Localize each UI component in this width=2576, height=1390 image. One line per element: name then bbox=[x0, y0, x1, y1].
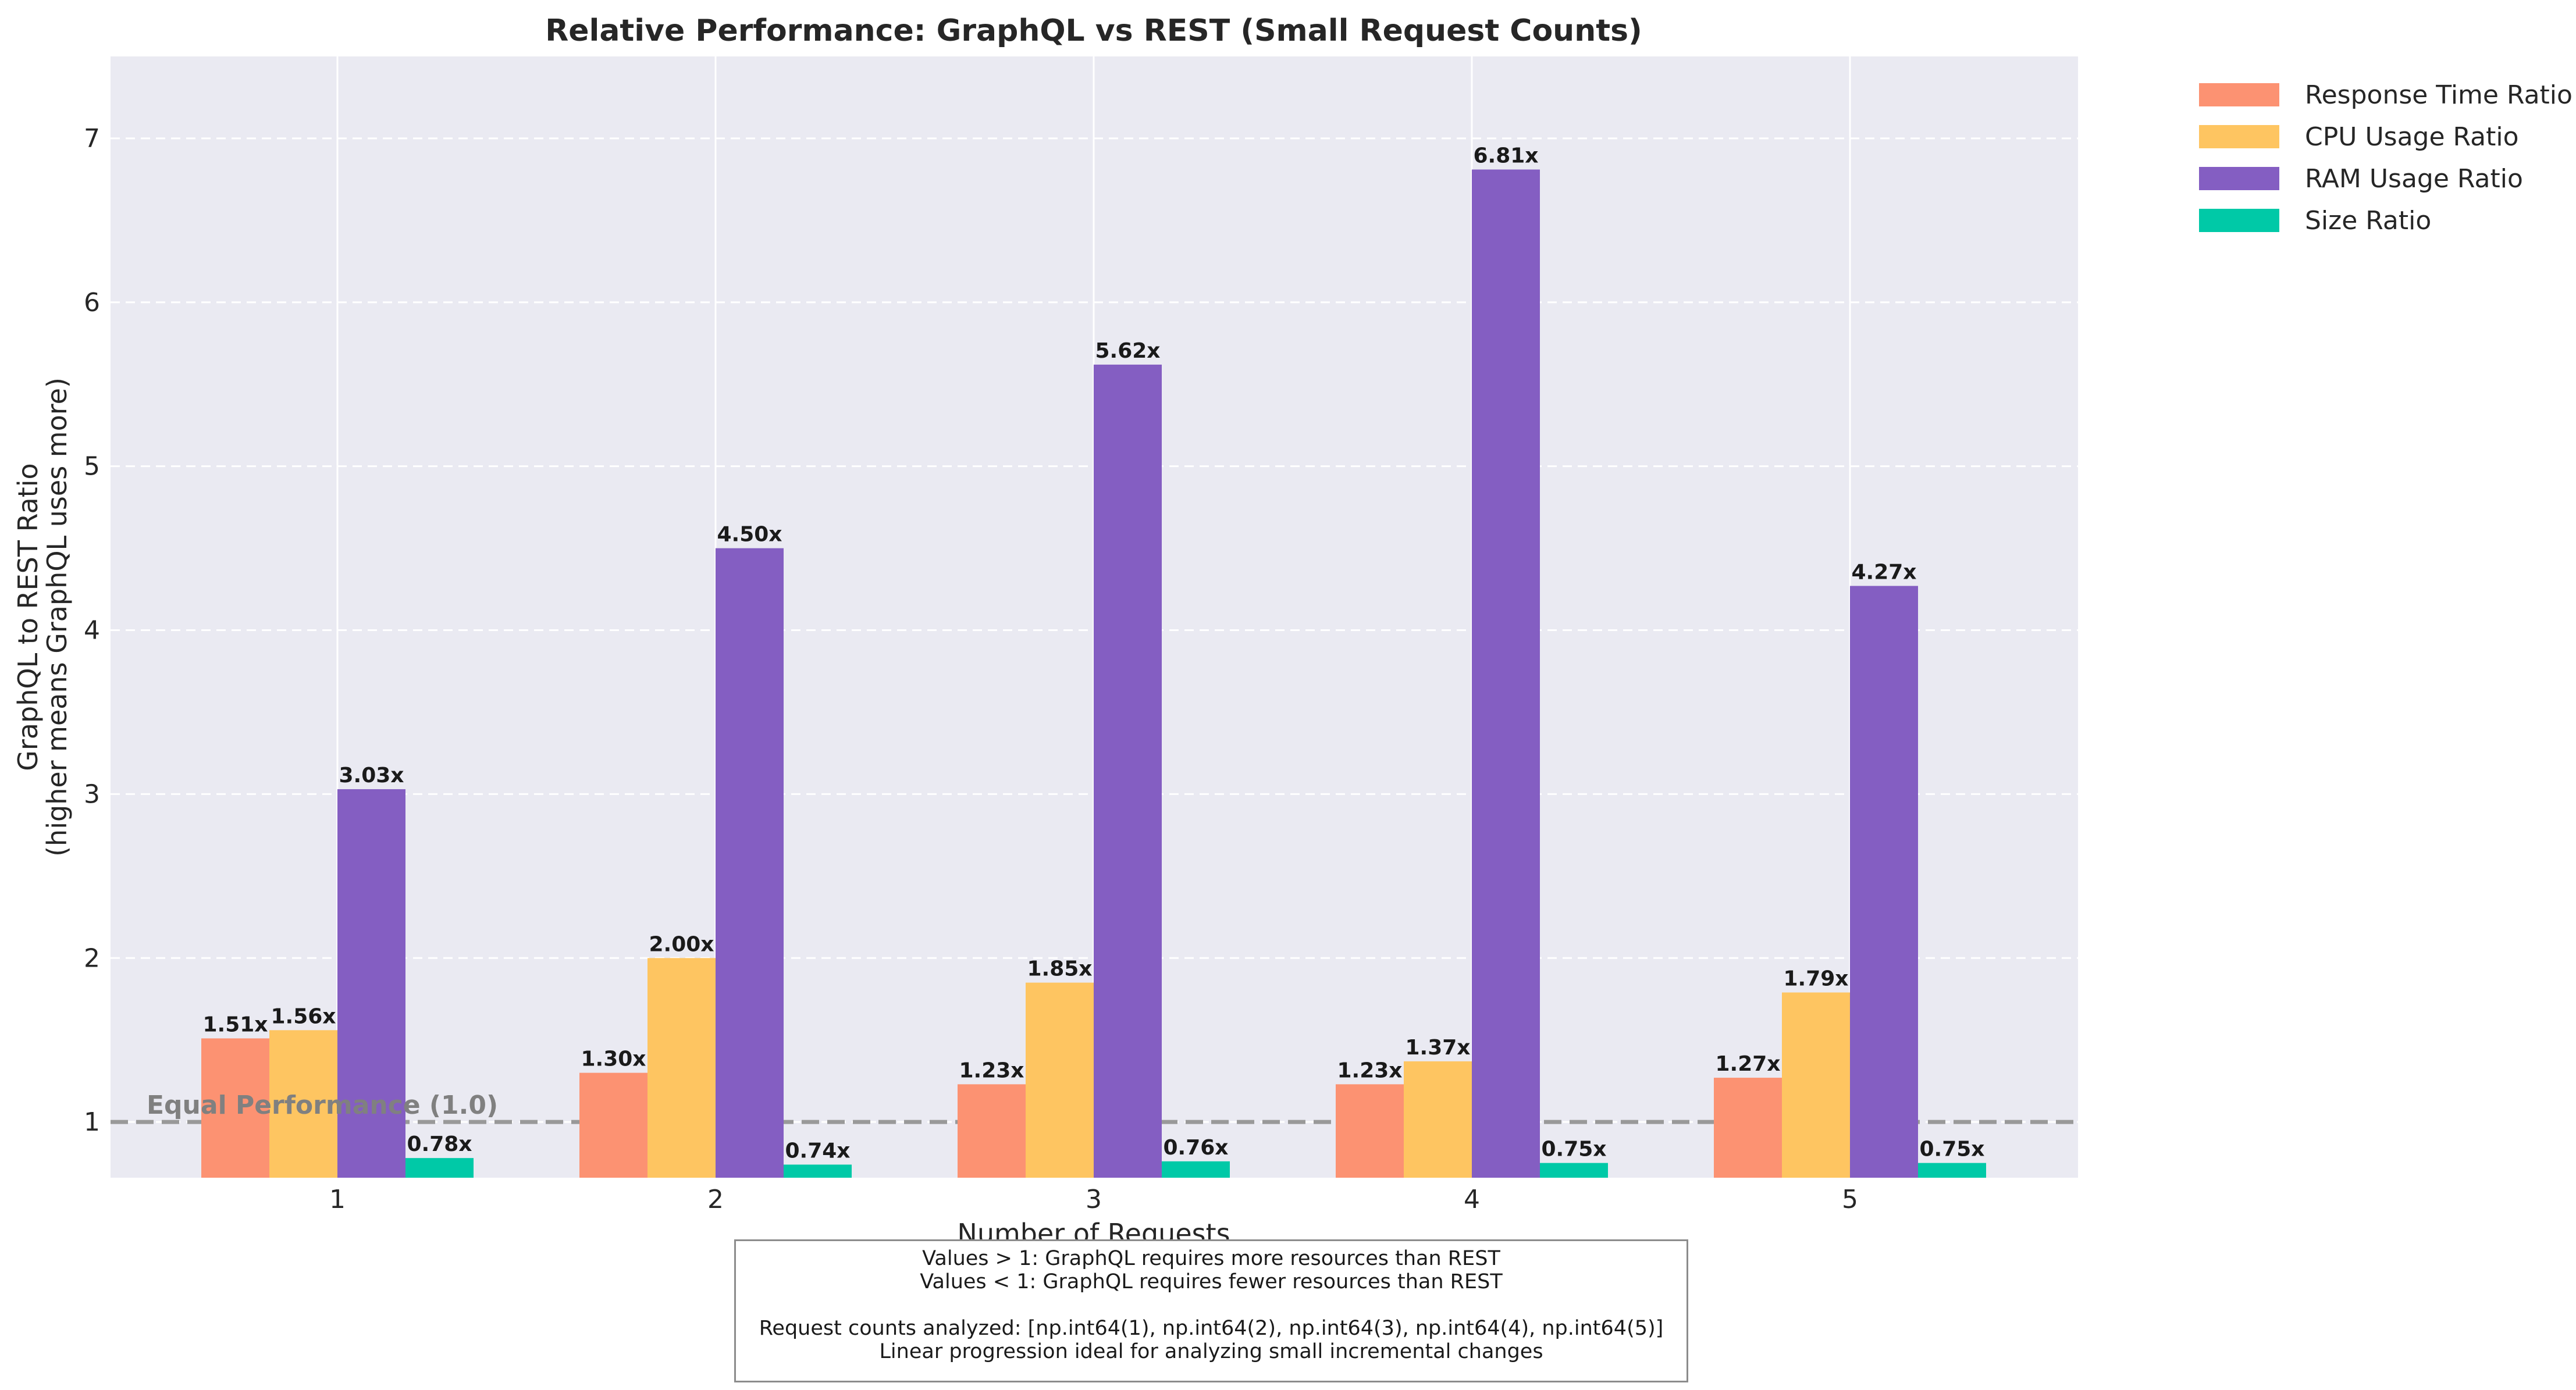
bar-value-label: 1.85x bbox=[1027, 957, 1092, 981]
bar-value-label: 4.27x bbox=[1851, 560, 1916, 584]
y-tick-label: 7 bbox=[84, 124, 100, 154]
note-line-1: Values > 1: GraphQL requires more resour… bbox=[922, 1247, 1500, 1270]
legend: Response Time Ratio CPU Usage Ratio RAM Us… bbox=[2199, 80, 2573, 236]
bar bbox=[647, 958, 716, 1178]
y-tick-label: 1 bbox=[84, 1107, 100, 1137]
bar bbox=[1094, 364, 1162, 1178]
x-tick-label: 3 bbox=[1086, 1185, 1102, 1214]
legend-label: RAM Usage Ratio bbox=[2305, 164, 2523, 194]
bar bbox=[1026, 982, 1094, 1178]
bar bbox=[1404, 1061, 1472, 1178]
bar-value-label: 0.76x bbox=[1163, 1136, 1228, 1160]
bar-value-label: 1.56x bbox=[271, 1004, 336, 1028]
bar-value-label: 1.79x bbox=[1783, 967, 1848, 990]
x-tick-label: 2 bbox=[707, 1185, 724, 1214]
bar-value-label: 3.03x bbox=[339, 764, 404, 787]
legend-swatch bbox=[2199, 83, 2279, 106]
note-box: Values > 1: GraphQL requires more resour… bbox=[734, 1239, 1688, 1382]
bar bbox=[1850, 586, 1918, 1178]
y-axis-label: GraphQL to REST Ratio (higher means Grap… bbox=[12, 377, 73, 857]
bar bbox=[201, 1038, 269, 1178]
legend-swatch bbox=[2199, 167, 2279, 190]
bar bbox=[337, 789, 405, 1178]
bar bbox=[784, 1164, 852, 1178]
x-tick-label: 4 bbox=[1464, 1185, 1480, 1214]
bar bbox=[1336, 1084, 1404, 1178]
y-axis-label-line2: (higher means GraphQL uses more) bbox=[41, 377, 73, 857]
chart-title: Relative Performance: GraphQL vs REST (S… bbox=[545, 13, 1642, 48]
bar bbox=[269, 1030, 337, 1178]
y-tick-label: 5 bbox=[84, 452, 100, 482]
bar-value-label: 1.23x bbox=[959, 1058, 1024, 1082]
legend-label: CPU Usage Ratio bbox=[2305, 122, 2519, 152]
legend-swatch bbox=[2199, 125, 2279, 148]
legend-label: Size Ratio bbox=[2305, 206, 2431, 236]
bar-value-label: 0.78x bbox=[407, 1132, 472, 1156]
bar-value-label: 1.27x bbox=[1715, 1052, 1780, 1076]
reference-line-label: Equal Performance (1.0) bbox=[147, 1090, 498, 1120]
y-axis-label-line1: GraphQL to REST Ratio bbox=[12, 463, 44, 771]
data-labels: 1.51x 1.30x 1.23x 1.23x 1.27x 1.56x 2.00x 1.85x… bbox=[147, 144, 1985, 1163]
bar-value-label: 0.74x bbox=[785, 1139, 850, 1163]
bar bbox=[1918, 1163, 1986, 1178]
bars bbox=[201, 169, 1986, 1178]
bar bbox=[1540, 1163, 1608, 1178]
legend-swatch bbox=[2199, 209, 2279, 232]
bar-value-label: 5.62x bbox=[1095, 339, 1160, 363]
bar bbox=[716, 548, 784, 1178]
note-line-3: Request counts analyzed: [np.int64(1), n… bbox=[759, 1317, 1664, 1340]
x-tick-label: 5 bbox=[1842, 1185, 1858, 1214]
bar bbox=[1472, 169, 1540, 1178]
bar-value-label: 1.37x bbox=[1405, 1036, 1470, 1060]
note-line-4: Linear progression ideal for analyzing s… bbox=[879, 1340, 1543, 1363]
bar-value-label: 2.00x bbox=[649, 932, 714, 956]
x-tick-label: 1 bbox=[329, 1185, 346, 1214]
bar bbox=[958, 1084, 1026, 1178]
bar bbox=[405, 1158, 474, 1178]
bar-value-label: 0.75x bbox=[1541, 1138, 1606, 1161]
bar-value-label: 6.81x bbox=[1473, 144, 1538, 167]
legend-label: Response Time Ratio bbox=[2305, 80, 2573, 110]
y-tick-label: 2 bbox=[84, 943, 100, 973]
y-tick-label: 4 bbox=[84, 616, 100, 646]
bar-value-label: 1.23x bbox=[1337, 1058, 1402, 1082]
note-spacer bbox=[736, 1293, 1687, 1317]
y-tick-label: 6 bbox=[84, 288, 100, 318]
bar-value-label: 1.51x bbox=[202, 1013, 268, 1036]
bar-value-label: 0.75x bbox=[1919, 1138, 1984, 1161]
bar bbox=[1162, 1161, 1230, 1178]
bar bbox=[1714, 1078, 1782, 1178]
bar bbox=[1782, 992, 1850, 1178]
bar-value-label: 4.50x bbox=[717, 523, 782, 547]
note-line-2: Values < 1: GraphQL requires fewer resou… bbox=[920, 1270, 1503, 1293]
y-tick-label: 3 bbox=[84, 779, 100, 809]
bar-value-label: 1.30x bbox=[581, 1047, 646, 1071]
tick-labels: 1 2 3 4 5 6 7 1 2 3 4 5 bbox=[84, 124, 1858, 1214]
bar bbox=[579, 1072, 647, 1178]
